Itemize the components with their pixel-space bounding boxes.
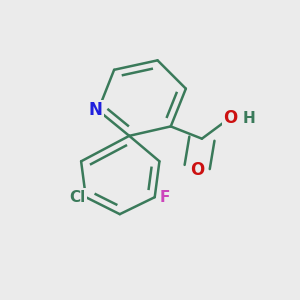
Text: O: O bbox=[190, 161, 204, 179]
Text: H: H bbox=[242, 111, 255, 126]
Text: Cl: Cl bbox=[69, 190, 85, 205]
Text: F: F bbox=[159, 190, 170, 205]
Text: N: N bbox=[88, 101, 102, 119]
Text: O: O bbox=[223, 110, 237, 128]
